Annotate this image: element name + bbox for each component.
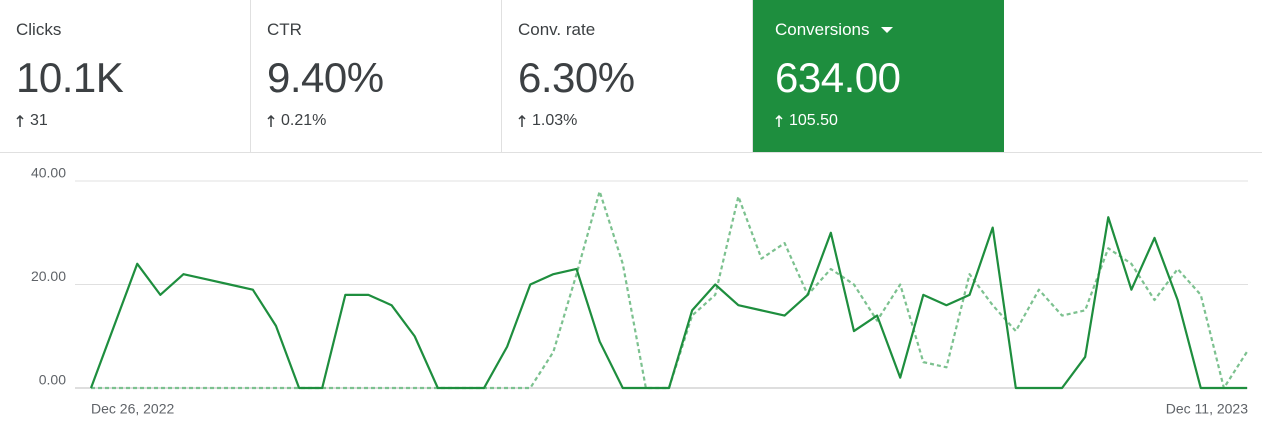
up-arrow [518, 114, 526, 127]
dropdown-triangle [880, 27, 893, 33]
metric-card: Conv. rate 6.30% 1.03% [502, 0, 753, 152]
metric-label: Conversions [775, 20, 1004, 40]
series-line [91, 190, 1248, 390]
y-tick-label: 0.00 [39, 372, 66, 388]
metric-value: 634.00 [775, 54, 901, 101]
y-tick-label: 20.00 [31, 268, 66, 284]
up-arrow [267, 114, 275, 127]
up-arrow-icon [518, 114, 526, 127]
metric-change-text: 0.21% [281, 112, 327, 129]
up-arrow [16, 114, 24, 127]
series-line [89, 216, 1247, 390]
metric-change-text: 31 [30, 112, 48, 129]
metric-change: 105.50 [775, 112, 1004, 130]
dropdown-icon [880, 27, 893, 33]
metric-label-text: Conversions [775, 20, 870, 39]
metric-label-text: Conv. rate [518, 20, 596, 39]
up-arrow-icon [267, 114, 275, 127]
metric-card[interactable]: Conversions 634.00 105.50 [753, 0, 1004, 152]
metric-label: CTR [267, 20, 501, 40]
y-tick-label: 40.00 [31, 165, 66, 181]
metric-change: 0.21% [267, 112, 501, 130]
metric-value: 9.40% [267, 54, 384, 101]
metric-change-text: 1.03% [532, 112, 578, 129]
metric-change-text: 105.50 [789, 112, 838, 129]
up-arrow [775, 114, 783, 127]
x-tick-label: Dec 26, 2022 [91, 401, 174, 417]
metric-card: CTR 9.40% 0.21% [251, 0, 502, 152]
x-tick-label: Dec 11, 2023 [1166, 401, 1248, 417]
up-arrow-icon [775, 114, 783, 127]
metric-card: Clicks 10.1K 31 [0, 0, 251, 152]
metric-change: 1.03% [518, 112, 752, 130]
metric-label-text: Clicks [16, 20, 62, 39]
chart: 0.00 20.00 40.00 Dec 26, 2022 Dec 11, 2023 [31, 165, 1248, 417]
metric-cards: Clicks 10.1K 31 CTR 9.40% 0.21% Conv. rate 6.30… [0, 0, 1262, 153]
metric-change: 31 [16, 112, 250, 130]
metric-value: 6.30% [518, 54, 635, 101]
metric-label: Conv. rate [518, 20, 752, 40]
metric-label: Clicks [16, 20, 250, 40]
up-arrow-icon [16, 114, 24, 127]
metric-value: 10.1K [16, 54, 124, 101]
metric-label-text: CTR [267, 20, 302, 39]
